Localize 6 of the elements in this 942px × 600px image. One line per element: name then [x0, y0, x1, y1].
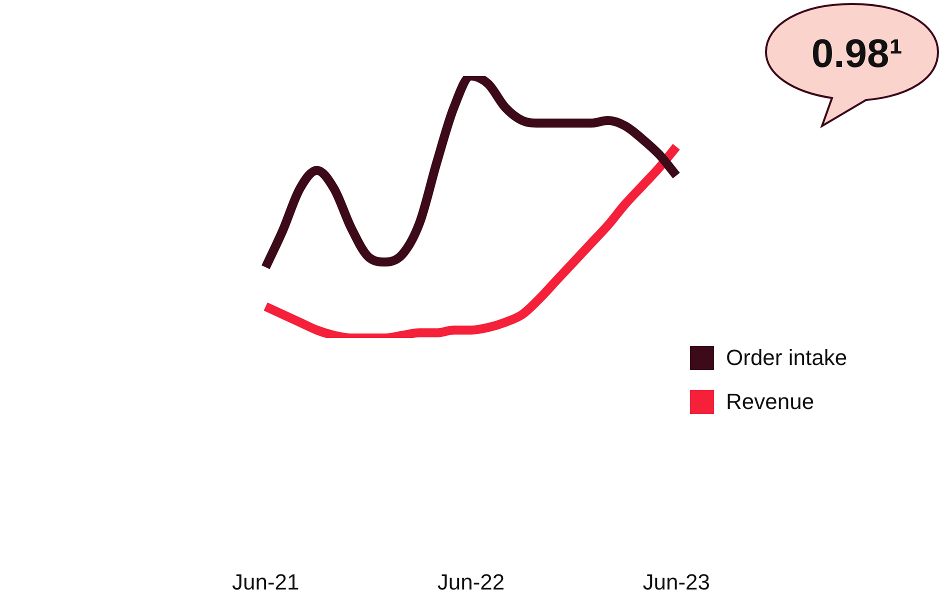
x-tick-label: Jun-23 [642, 569, 710, 594]
x-tick-label: Jun-21 [232, 569, 300, 594]
legend-label: Order intake [726, 345, 848, 371]
x-tick-label: Jun-22 [437, 569, 505, 594]
legend-label: Revenue [726, 389, 814, 415]
text: 0.98¹ [811, 32, 903, 76]
